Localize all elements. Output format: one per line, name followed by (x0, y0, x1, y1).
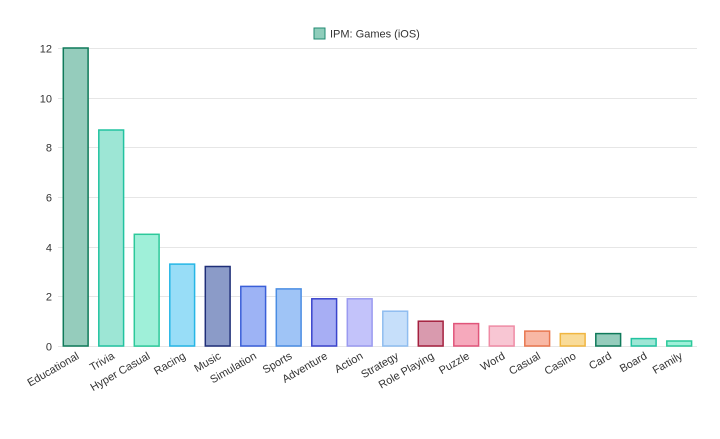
bar-casual[interactable] (524, 330, 551, 347)
legend-label[interactable]: IPM: Games (iOS) (330, 29, 420, 41)
x-tick-label: Board (618, 350, 649, 375)
bar-racing[interactable] (169, 263, 196, 347)
y-tick-label: 8 (46, 143, 52, 155)
grid (58, 48, 697, 347)
bar-educational[interactable] (62, 47, 89, 347)
legend[interactable]: IPM: Games (iOS) (313, 27, 420, 41)
x-tick-label: Puzzle (437, 350, 472, 377)
x-tick-label: Word (479, 350, 508, 373)
bar-sports[interactable] (275, 288, 302, 347)
bar-simulation[interactable] (240, 285, 267, 347)
bar-puzzle[interactable] (453, 322, 480, 347)
x-tick-label: Racing (152, 350, 188, 378)
bar-card[interactable] (595, 332, 622, 347)
y-axis: 0 2 4 6 8 10 12 (40, 44, 52, 354)
bar-trivia[interactable] (98, 129, 125, 347)
x-tick-label: Family (651, 350, 685, 377)
y-tick-label: 6 (46, 193, 52, 205)
bar-role-playing[interactable] (417, 320, 444, 347)
bar-word[interactable] (488, 325, 515, 347)
bar-adventure[interactable] (311, 298, 338, 347)
bar-action[interactable] (346, 298, 373, 347)
y-tick-label: 12 (40, 44, 52, 56)
x-tick-label: Casino (543, 350, 579, 378)
bar-family[interactable] (666, 340, 693, 347)
bar-music[interactable] (204, 265, 231, 347)
bar-board[interactable] (630, 337, 657, 347)
bar-casino[interactable] (559, 332, 586, 347)
y-tick-label: 0 (46, 342, 52, 354)
y-tick-label: 2 (46, 292, 52, 304)
y-tick-label: 4 (46, 243, 52, 255)
x-tick-label: Educational (25, 350, 81, 389)
x-tick-label: Casual (507, 350, 543, 378)
bar-hyper-casual[interactable] (133, 233, 160, 347)
bar-strategy[interactable] (382, 310, 409, 347)
legend-swatch[interactable] (313, 27, 326, 40)
y-tick-label: 10 (40, 94, 52, 106)
x-tick-label: Card (587, 350, 614, 372)
bars (62, 47, 693, 347)
